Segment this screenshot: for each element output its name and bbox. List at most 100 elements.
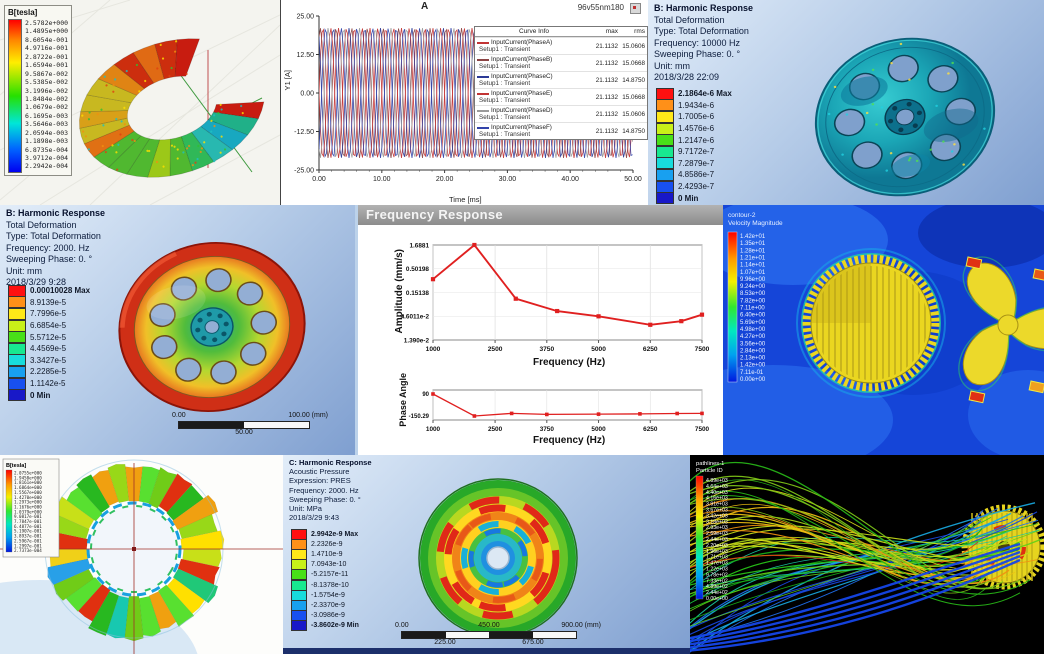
scale-color-chip [656, 87, 674, 100]
scale-color-chip [656, 145, 674, 158]
flux-legend-value: 3.5646e-003 [25, 120, 69, 129]
svg-text:1.2997e-001: 1.2997e-001 [14, 543, 42, 548]
curve-swatch [477, 92, 489, 95]
scale-color-chip [8, 331, 26, 344]
scale-row: 6.6854e-5 [8, 319, 90, 332]
flux-legend-value: 8.6054e-001 [25, 35, 69, 44]
result-header-line: C: Harmonic Response [289, 458, 372, 467]
deformation-scale: 0.00010028 Max 8.9139e-5 7.7996e-5 6.685… [8, 284, 90, 402]
scale-color-chip [656, 180, 674, 193]
svg-text:1.14e+01: 1.14e+01 [740, 263, 766, 269]
flux-legend-value: 1.1898e-003 [25, 137, 69, 146]
result-header-line: Total Deformation [6, 219, 77, 230]
result-header-line: B: Harmonic Response [654, 3, 754, 13]
flux-legend-value: 1.0679e-002 [25, 103, 69, 112]
motor-section-plot: B[tesla] 2.0755e+0001.9458e+0001.8161e+00… [0, 458, 283, 654]
svg-text:7500: 7500 [695, 346, 710, 353]
result-header-line: 2018/3/28 22:09 [654, 72, 720, 82]
svg-text:5.69e+00: 5.69e+00 [740, 320, 766, 326]
flux-legend-value: 2.2942e-004 [25, 162, 69, 171]
panel-transient-current-chart: 25.00 12.50 0.00 -12.50 -25.00 0.00 10.00 20.00… [280, 0, 648, 205]
svg-text:10.00: 10.00 [373, 176, 391, 183]
scale-color-chip [656, 122, 674, 135]
window-titlebar[interactable]: Frequency Response [358, 205, 723, 225]
flux-legend-value: 4.9716e-001 [25, 44, 69, 53]
flux-legend-value: 2.5782e+000 [25, 19, 69, 27]
svg-text:2.44e+03: 2.44e+03 [706, 537, 728, 543]
maximize-icon[interactable] [630, 3, 641, 14]
svg-text:2.13e+00: 2.13e+00 [740, 356, 766, 362]
scale-ruler: 0.00 450.00 900.00 (mm) 225.00 675.00 [395, 622, 601, 646]
svg-text:1.42e+00: 1.42e+00 [740, 363, 766, 369]
frequency-axis-label: Frequency (Hz) [533, 435, 606, 446]
result-header-line: Frequency: 2000. Hz [289, 485, 359, 495]
flux-legend-value: 5.5385e-002 [25, 78, 69, 87]
scale-row: -8.1378e-10 [291, 579, 359, 591]
curve-swatch [477, 58, 489, 61]
scale-row: 1.9434e-6 [656, 99, 732, 112]
svg-text:4.6011e-2: 4.6011e-2 [401, 314, 430, 321]
result-header-line: Expression: PRES [289, 476, 351, 486]
svg-text:7.33e+02: 7.33e+02 [706, 578, 728, 584]
panel-frequency-response-window: Frequency Response 1.6881 0.50198 0.15138 4… [355, 205, 723, 455]
panel-motor-flux-section: B[tesla] 2.0755e+000 1.9458e+000 1.8161e+00… [0, 455, 283, 654]
svg-text:8.53e+00: 8.53e+00 [740, 291, 766, 297]
scale-color-chip [656, 134, 674, 147]
svg-text:1.390e-2: 1.390e-2 [404, 337, 430, 344]
svg-text:1000: 1000 [426, 426, 441, 433]
curve-swatch [477, 109, 489, 112]
flux-legend-value: 6.8735e-004 [25, 145, 69, 154]
result-header-line: Sweeping Phase: 0. ° [6, 254, 93, 264]
svg-text:1.42e+01: 1.42e+01 [740, 234, 766, 240]
svg-text:20.00: 20.00 [436, 176, 454, 183]
flywheel-deformation-plot [814, 37, 996, 197]
design-name-label: 96v55nm180 [577, 3, 624, 12]
flux-legend: B[tesla] 2.5782e+000 1.4895e+000 8.6054e-0… [4, 5, 73, 176]
svg-text:9.0817e-001: 9.0817e-001 [14, 514, 42, 519]
flux-legend-value: 2.0594e-003 [25, 128, 69, 137]
panel-cfd-velocity-contour: contour-2 Velocity Magnitude 1.42e+01 1.35e… [723, 205, 1044, 455]
scale-row: 1.7005e-6 [656, 110, 732, 123]
frequency-axis-label: Frequency (Hz) [533, 357, 606, 368]
svg-text:0.50198: 0.50198 [406, 266, 430, 273]
svg-text:2.69e+03: 2.69e+03 [706, 531, 728, 537]
panel-harmonic-response-2000hz: B: Harmonic Response Total Deformation Typ… [0, 205, 355, 455]
svg-text:4.27e+00: 4.27e+00 [740, 334, 766, 340]
scale-row: 3.3427e-5 [8, 354, 90, 367]
scale-color-chip [656, 168, 674, 181]
svg-text:2.5967e-001: 2.5967e-001 [14, 538, 42, 543]
scale-row: -1.5754e-9 [291, 589, 359, 601]
svg-text:3750: 3750 [540, 426, 555, 433]
svg-text:2.84e+00: 2.84e+00 [740, 348, 766, 354]
frequency-response-plots: 1.6881 0.50198 0.15138 4.6011e-2 1.390e-2 100… [401, 242, 710, 433]
scale-row: 7.7996e-5 [8, 307, 90, 320]
flux-colorbar [8, 19, 22, 173]
svg-text:4.89e+02: 4.89e+02 [706, 584, 728, 590]
scale-color-chip [656, 157, 674, 170]
coil-flux-plot [0, 0, 280, 205]
result-header-line: B: Harmonic Response [6, 208, 106, 218]
scale-row: 7.0943e-10 [291, 559, 359, 571]
result-header-line: Sweeping Phase: 0. ° [289, 494, 361, 504]
svg-text:1.47e+03: 1.47e+03 [706, 561, 728, 567]
scale-row: 0.00010028 Max [8, 284, 90, 297]
result-header-line: Unit: MPa [289, 504, 322, 514]
svg-text:9.24e+00: 9.24e+00 [740, 284, 766, 290]
scale-color-chip [8, 284, 26, 297]
flux-legend-value: 1.4895e+000 [25, 27, 69, 36]
svg-text:Particle ID: Particle ID [696, 468, 723, 474]
svg-text:7.7847e-001: 7.7847e-001 [14, 519, 42, 524]
deformation-scale: 2.1864e-6 Max 1.9434e-6 1.7005e-6 1.4576… [656, 87, 732, 205]
flux-legend-value: 9.5867e-002 [25, 69, 69, 78]
svg-text:1.96e+03: 1.96e+03 [706, 549, 728, 555]
svg-text:7500: 7500 [695, 426, 710, 433]
svg-text:pathlines-1: pathlines-1 [696, 461, 724, 467]
scale-color-chip [8, 365, 26, 378]
scale-row: 2.9942e-9 Max [291, 528, 359, 540]
flux-legend-value: 1.8484e-002 [25, 94, 69, 103]
svg-text:2500: 2500 [488, 426, 503, 433]
result-header-line: Frequency: 10000 Hz [654, 37, 741, 48]
